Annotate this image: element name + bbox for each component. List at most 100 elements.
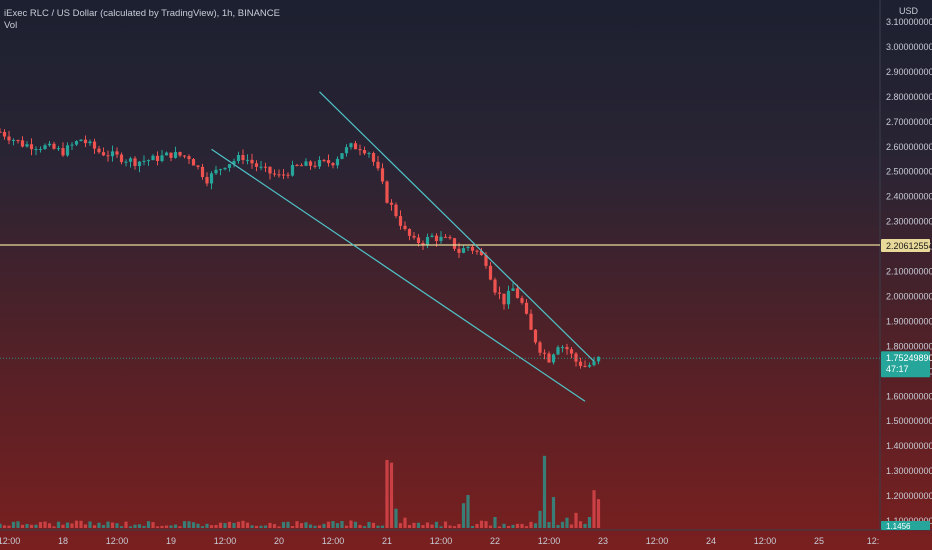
price-tick-label: 2.00000000 <box>886 291 932 301</box>
candle <box>299 163 304 167</box>
volume-bar <box>7 525 11 528</box>
volume-bar <box>385 459 389 528</box>
candle <box>407 228 412 241</box>
candle-body <box>574 353 578 362</box>
candle <box>115 147 119 159</box>
time-axis[interactable]: 12:00 18 12:00 19 12:00 20 12:00 21 12:00 22 12:00… <box>0 536 879 546</box>
volume-value-text: 1.1456 <box>886 522 911 531</box>
candle-body <box>169 152 173 158</box>
candle-body <box>119 154 124 163</box>
price-tick-label: 3.00000000 <box>886 42 932 52</box>
price-tick-label: 1.80000000 <box>886 341 932 351</box>
candle-body <box>137 161 142 167</box>
volume-bar <box>250 525 254 528</box>
volume-bar <box>439 526 443 528</box>
candle-body <box>272 173 277 175</box>
candle-body <box>133 158 137 167</box>
volume-value-badge-bg <box>881 521 930 530</box>
volume-bar <box>47 523 52 528</box>
symbol-title[interactable]: iExec RLC / US Dollar (calculated by Tra… <box>4 8 280 19</box>
volume-bar <box>38 522 43 528</box>
candle-body <box>587 365 592 367</box>
volume-bar <box>353 521 358 528</box>
volume-bar <box>34 524 38 528</box>
candle <box>497 286 502 300</box>
volume-bar <box>20 524 25 528</box>
candle-body <box>367 153 371 155</box>
candle-body <box>403 225 407 230</box>
candle <box>367 151 371 158</box>
candle-body <box>407 229 412 236</box>
volume-bar <box>128 526 133 528</box>
candle-body <box>349 143 353 148</box>
candle <box>488 262 493 281</box>
time-tick-label: 12:00 <box>214 536 237 546</box>
volume-bar <box>452 526 457 528</box>
candle <box>79 139 83 142</box>
price-tick-label: 2.60000000 <box>886 142 932 152</box>
volume-bar <box>178 526 182 528</box>
candle-body <box>353 143 358 150</box>
price-tick-label: 1.50000000 <box>886 416 932 426</box>
volume-bar <box>398 523 403 528</box>
candle <box>250 153 254 169</box>
candle <box>425 233 430 249</box>
candle <box>236 151 241 164</box>
current-price-badge-text: 1.75249890 <box>886 353 932 363</box>
candle <box>596 356 601 365</box>
candle-body <box>340 153 344 159</box>
time-tick-label: 25 <box>814 536 824 546</box>
candle <box>88 139 92 146</box>
candle-body <box>223 167 227 170</box>
volume-indicator-label[interactable]: Vol <box>4 20 18 31</box>
volume-bar <box>547 522 551 528</box>
candle-body <box>20 140 25 147</box>
candle <box>376 155 380 171</box>
time-tick-label: 23 <box>598 536 608 546</box>
candle-body <box>52 143 56 149</box>
volume-bar <box>70 523 74 528</box>
candle-body <box>488 265 493 280</box>
candle-body <box>394 204 398 217</box>
candle <box>16 139 20 144</box>
volume-bar <box>106 521 110 528</box>
candle-body <box>475 250 479 252</box>
time-tick-label: 19 <box>166 536 176 546</box>
candle-body <box>245 159 250 161</box>
volume-bar <box>425 522 430 528</box>
candle <box>511 282 515 292</box>
volume-bar <box>277 526 281 528</box>
volume-bar <box>326 521 331 528</box>
volume-bar <box>155 526 160 528</box>
volume-bar <box>358 524 362 528</box>
volume-bar <box>475 524 479 528</box>
horizontal-level-badge-bg <box>881 239 930 253</box>
candle-body <box>182 155 187 157</box>
volume-bar <box>29 524 34 528</box>
volume-bar <box>331 521 335 528</box>
volume-bar <box>160 525 164 528</box>
candle <box>101 147 106 157</box>
volume-bar <box>592 490 596 528</box>
volume-bar <box>596 499 601 528</box>
volume-bar <box>304 522 308 528</box>
candle <box>344 144 349 157</box>
candle <box>259 160 263 171</box>
price-tick-label: 3.10000000 <box>886 17 932 27</box>
candle-body <box>236 155 241 162</box>
volume-bar <box>479 520 484 528</box>
candle-body <box>421 242 425 245</box>
candle <box>439 231 443 244</box>
volume-bar <box>268 522 272 528</box>
volume-bar <box>565 517 569 528</box>
time-tick-label: 22 <box>490 536 500 546</box>
candle <box>340 153 344 160</box>
candle-body <box>209 173 214 184</box>
candle <box>317 156 322 170</box>
candle <box>191 158 196 166</box>
candle <box>214 165 218 176</box>
candle-body <box>502 293 506 305</box>
candle <box>83 135 88 148</box>
